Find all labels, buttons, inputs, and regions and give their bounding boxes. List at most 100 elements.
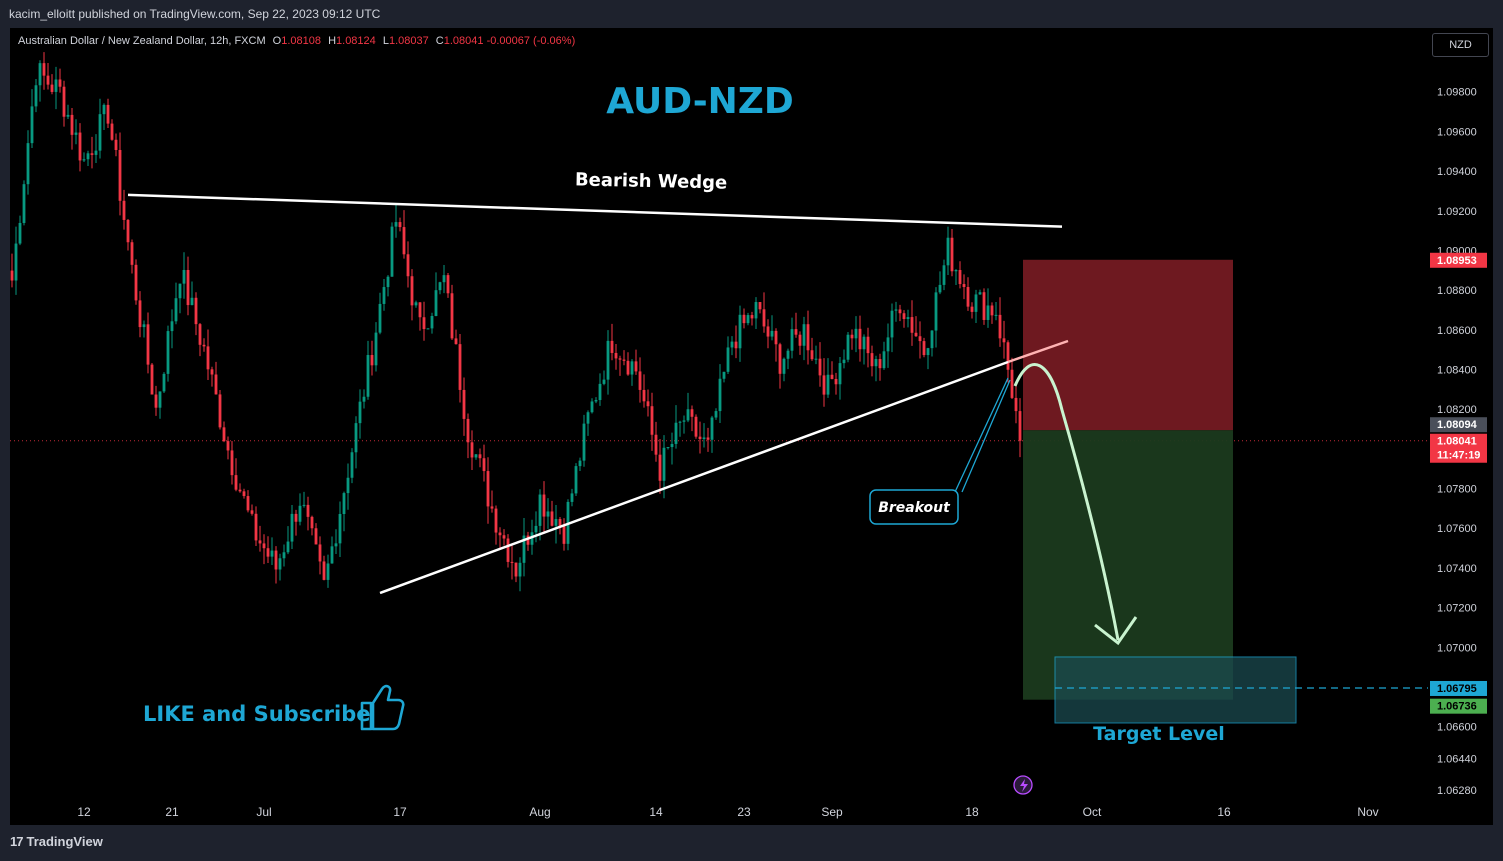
candle-body xyxy=(574,466,578,494)
candle-body xyxy=(158,391,162,408)
candle-body xyxy=(462,389,466,419)
y-tick-label: 1.09600 xyxy=(1437,126,1477,138)
candle-body xyxy=(314,528,318,545)
x-tick-label: 17 xyxy=(393,805,407,819)
breakout-pointer xyxy=(954,377,1011,493)
candle-body xyxy=(878,359,882,369)
currency-button[interactable]: NZD xyxy=(1432,33,1489,57)
candle-body xyxy=(674,422,678,444)
candle-body xyxy=(962,284,966,288)
candle-body xyxy=(710,417,714,440)
candle-body xyxy=(26,143,30,185)
candle-body xyxy=(826,374,830,395)
candle-body xyxy=(506,538,510,562)
candle-body xyxy=(162,373,166,392)
candle-body xyxy=(198,324,202,345)
y-tick-label: 1.07600 xyxy=(1437,523,1477,535)
candle-body xyxy=(974,294,978,312)
candle-body xyxy=(14,243,18,281)
candle-body xyxy=(86,153,90,160)
candle-body xyxy=(1006,342,1010,370)
change-value: -0.00067 (-0.06%) xyxy=(486,35,576,47)
x-tick-label: Sep xyxy=(821,805,843,819)
target-zone xyxy=(1054,656,1297,724)
candle-body xyxy=(454,338,458,345)
candle-body xyxy=(634,361,638,372)
x-tick-label: 23 xyxy=(737,805,751,819)
candle-body xyxy=(590,401,594,413)
candle-body xyxy=(834,378,838,385)
x-tick-label: Aug xyxy=(529,805,550,819)
candle-body xyxy=(402,227,406,255)
candle-body xyxy=(246,496,250,511)
candle-body xyxy=(918,336,922,342)
time-axis: 12 21 Jul 17 Aug 14 23 Sep 18 Oct 16 Nov xyxy=(77,805,1378,819)
candle-body xyxy=(930,330,934,349)
candle-body xyxy=(174,298,178,322)
candle-body xyxy=(382,287,386,304)
candle-body xyxy=(1014,397,1018,412)
candle-body xyxy=(318,544,322,562)
candle-body xyxy=(326,563,330,580)
candle-body xyxy=(110,123,114,140)
footer-brand[interactable]: 17 TradingView xyxy=(10,834,103,849)
candle-body xyxy=(34,85,38,107)
target2-price-label-bg xyxy=(1430,698,1487,714)
candle-body xyxy=(474,454,478,458)
candle-body xyxy=(594,400,598,402)
candle-body xyxy=(618,358,622,360)
symbol-legend: Australian Dollar / New Zealand Dollar, … xyxy=(18,35,576,47)
candle-body xyxy=(694,416,698,437)
x-tick-label: Jul xyxy=(256,805,271,819)
candle-body xyxy=(606,340,610,380)
candle-body xyxy=(70,114,74,135)
stop-price-label: 1.08953 xyxy=(1437,255,1477,267)
candle-body xyxy=(166,331,170,374)
candle-body xyxy=(762,309,766,327)
candle-body xyxy=(274,550,278,570)
candle-body xyxy=(854,328,858,339)
candle-body xyxy=(138,300,142,328)
candle-body xyxy=(306,504,310,517)
stop-price-label-bg xyxy=(1430,252,1487,268)
candle-body xyxy=(342,493,346,514)
candle-body xyxy=(558,519,562,526)
wedge-lower-line xyxy=(379,360,1009,595)
candle-body xyxy=(282,552,286,559)
candle-body xyxy=(210,369,214,375)
candle-body xyxy=(150,364,154,395)
candle-body xyxy=(334,543,338,547)
candle-body xyxy=(642,389,646,402)
candle-body xyxy=(906,317,910,320)
candle-body xyxy=(638,371,642,390)
candle-body xyxy=(206,346,210,370)
candle-body xyxy=(242,491,246,497)
candle-body xyxy=(658,454,662,481)
candle-body xyxy=(538,494,542,526)
candle-body xyxy=(262,543,266,549)
candle-body xyxy=(22,184,26,223)
candle-body xyxy=(622,359,626,361)
entry-price-label: 1.08094 xyxy=(1437,419,1478,431)
candle-body xyxy=(374,332,378,366)
candle-body xyxy=(778,344,782,374)
countdown-label: 11:47:19 xyxy=(1437,450,1480,462)
candle-body xyxy=(890,310,894,338)
candle-body xyxy=(798,334,802,346)
candle-body xyxy=(714,411,718,418)
candle-body xyxy=(390,226,394,277)
candle-body xyxy=(982,292,986,320)
candle-body xyxy=(130,242,134,265)
candle-body xyxy=(194,297,198,325)
candle-body xyxy=(602,379,606,384)
candle-body xyxy=(786,350,790,359)
y-tick-label: 1.09800 xyxy=(1437,87,1477,99)
candle-body xyxy=(62,86,66,117)
candle-body xyxy=(50,84,54,92)
candle-body xyxy=(222,427,226,442)
candle-body xyxy=(782,358,786,374)
candle-body xyxy=(118,150,122,201)
candle-body xyxy=(410,276,414,306)
candle-body xyxy=(910,317,914,333)
